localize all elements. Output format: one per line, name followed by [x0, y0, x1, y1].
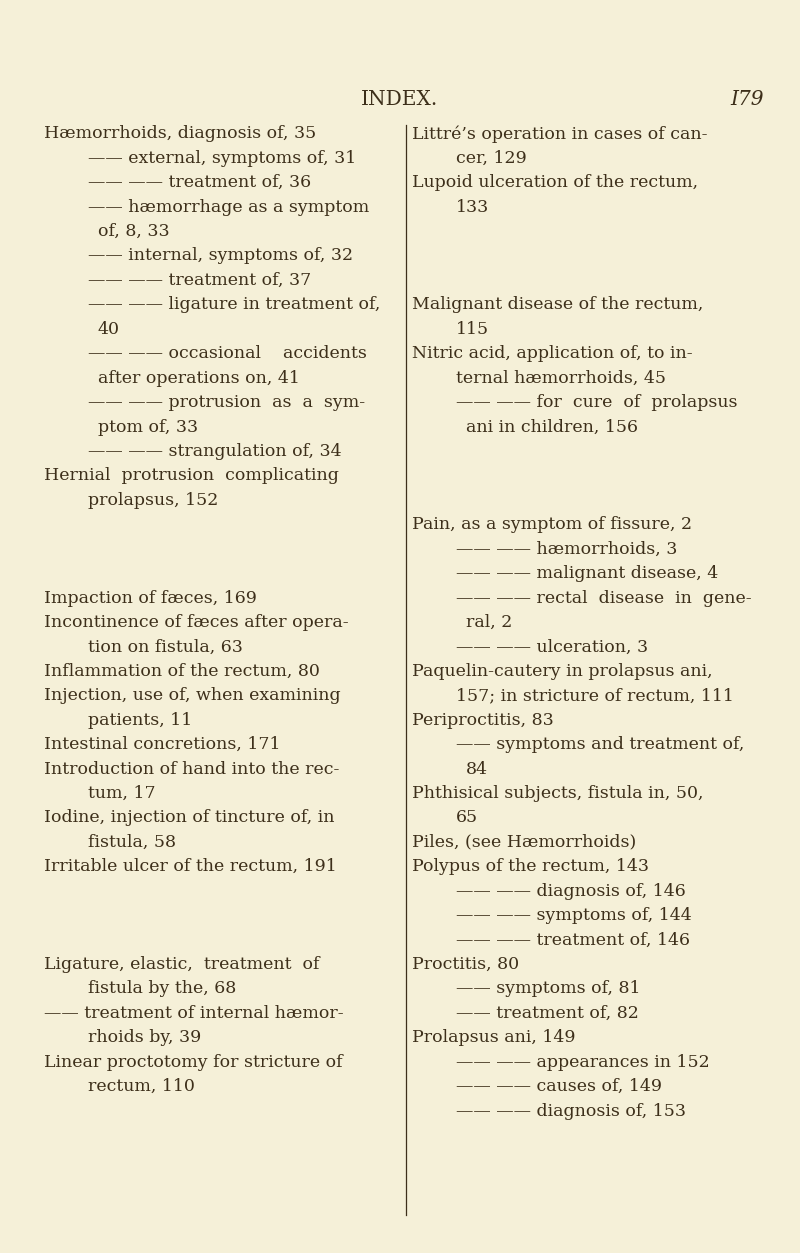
Text: —— —— treatment of, 36: —— —— treatment of, 36	[88, 174, 311, 192]
Text: tum, 17: tum, 17	[88, 784, 156, 802]
Text: Piles, (see Hæmorrhoids): Piles, (see Hæmorrhoids)	[412, 833, 636, 851]
Text: —— —— ligature in treatment of,: —— —— ligature in treatment of,	[88, 296, 380, 313]
Text: ani in children, 156: ani in children, 156	[466, 419, 638, 436]
Text: 65: 65	[456, 809, 478, 827]
Text: Incontinence of fæces after opera-: Incontinence of fæces after opera-	[44, 614, 349, 632]
Text: after operations on, 41: after operations on, 41	[98, 370, 299, 387]
Text: of, 8, 33: of, 8, 33	[98, 223, 170, 241]
Text: —— —— protrusion  as  a  sym-: —— —— protrusion as a sym-	[88, 393, 365, 411]
Text: ral, 2: ral, 2	[466, 614, 512, 632]
Text: ptom of, 33: ptom of, 33	[98, 419, 198, 436]
Text: —— —— diagnosis of, 153: —— —— diagnosis of, 153	[456, 1103, 686, 1120]
Text: Linear proctotomy for stricture of: Linear proctotomy for stricture of	[44, 1054, 342, 1071]
Text: —— hæmorrhage as a symptom: —— hæmorrhage as a symptom	[88, 198, 370, 216]
Text: —— symptoms and treatment of,: —— symptoms and treatment of,	[456, 736, 744, 753]
Text: —— —— causes of, 149: —— —— causes of, 149	[456, 1078, 662, 1095]
Text: —— —— treatment of, 37: —— —— treatment of, 37	[88, 272, 311, 289]
Text: Intestinal concretions, 171: Intestinal concretions, 171	[44, 736, 281, 753]
Text: —— —— symptoms of, 144: —— —— symptoms of, 144	[456, 907, 692, 925]
Text: —— external, symptoms of, 31: —— external, symptoms of, 31	[88, 149, 356, 167]
Text: patients, 11: patients, 11	[88, 712, 192, 729]
Text: Inflammation of the rectum, 80: Inflammation of the rectum, 80	[44, 663, 320, 680]
Text: Phthisical subjects, fistula in, 50,: Phthisical subjects, fistula in, 50,	[412, 784, 703, 802]
Text: Proctitis, 80: Proctitis, 80	[412, 956, 519, 974]
Text: Ligature, elastic,  treatment  of: Ligature, elastic, treatment of	[44, 956, 319, 974]
Text: fistula, 58: fistula, 58	[88, 833, 176, 851]
Text: —— —— ulceration, 3: —— —— ulceration, 3	[456, 638, 648, 655]
Text: —— —— treatment of, 146: —— —— treatment of, 146	[456, 931, 690, 949]
Text: —— internal, symptoms of, 32: —— internal, symptoms of, 32	[88, 247, 353, 264]
Text: 157; in stricture of rectum, 111: 157; in stricture of rectum, 111	[456, 687, 734, 704]
Text: —— —— occasional    accidents: —— —— occasional accidents	[88, 345, 367, 362]
Text: —— —— strangulation of, 34: —— —— strangulation of, 34	[88, 442, 342, 460]
Text: Polypus of the rectum, 143: Polypus of the rectum, 143	[412, 858, 649, 876]
Text: —— —— malignant disease, 4: —— —— malignant disease, 4	[456, 565, 718, 583]
Text: —— —— rectal  disease  in  gene-: —— —— rectal disease in gene-	[456, 589, 752, 606]
Text: Prolapsus ani, 149: Prolapsus ani, 149	[412, 1029, 575, 1046]
Text: Impaction of fæces, 169: Impaction of fæces, 169	[44, 589, 257, 606]
Text: Injection, use of, when examining: Injection, use of, when examining	[44, 687, 341, 704]
Text: I79: I79	[730, 90, 764, 109]
Text: Iodine, injection of tincture of, in: Iodine, injection of tincture of, in	[44, 809, 334, 827]
Text: Periproctitis, 83: Periproctitis, 83	[412, 712, 554, 729]
Text: Hernial  protrusion  complicating: Hernial protrusion complicating	[44, 467, 339, 485]
Text: Nitric acid, application of, to in-: Nitric acid, application of, to in-	[412, 345, 693, 362]
Text: Irritable ulcer of the rectum, 191: Irritable ulcer of the rectum, 191	[44, 858, 337, 876]
Text: —— —— hæmorrhoids, 3: —— —— hæmorrhoids, 3	[456, 540, 678, 558]
Text: —— —— for  cure  of  prolapsus: —— —— for cure of prolapsus	[456, 393, 738, 411]
Text: tion on fistula, 63: tion on fistula, 63	[88, 638, 243, 655]
Text: INDEX.: INDEX.	[362, 90, 438, 109]
Text: Pain, as a symptom of fissure, 2: Pain, as a symptom of fissure, 2	[412, 516, 692, 534]
Text: —— treatment of internal hæmor-: —— treatment of internal hæmor-	[44, 1005, 344, 1022]
Text: 133: 133	[456, 198, 490, 216]
Text: —— treatment of, 82: —— treatment of, 82	[456, 1005, 639, 1022]
Text: 40: 40	[98, 321, 120, 338]
Text: Hæmorrhoids, diagnosis of, 35: Hæmorrhoids, diagnosis of, 35	[44, 125, 316, 143]
Text: rhoids by, 39: rhoids by, 39	[88, 1029, 202, 1046]
Text: Lupoid ulceration of the rectum,: Lupoid ulceration of the rectum,	[412, 174, 698, 192]
Text: Littré’s operation in cases of can-: Littré’s operation in cases of can-	[412, 125, 707, 143]
Text: —— —— diagnosis of, 146: —— —— diagnosis of, 146	[456, 882, 686, 900]
Text: —— —— appearances in 152: —— —— appearances in 152	[456, 1054, 710, 1071]
Text: ternal hæmorrhoids, 45: ternal hæmorrhoids, 45	[456, 370, 666, 387]
Text: —— symptoms of, 81: —— symptoms of, 81	[456, 980, 641, 997]
Text: prolapsus, 152: prolapsus, 152	[88, 491, 218, 509]
Text: 84: 84	[466, 761, 488, 778]
Text: 115: 115	[456, 321, 489, 338]
Text: rectum, 110: rectum, 110	[88, 1078, 195, 1095]
Text: fistula by the, 68: fistula by the, 68	[88, 980, 236, 997]
Text: Malignant disease of the rectum,: Malignant disease of the rectum,	[412, 296, 703, 313]
Text: Paquelin-cautery in prolapsus ani,: Paquelin-cautery in prolapsus ani,	[412, 663, 713, 680]
Text: cer, 129: cer, 129	[456, 149, 526, 167]
Text: Introduction of hand into the rec-: Introduction of hand into the rec-	[44, 761, 339, 778]
